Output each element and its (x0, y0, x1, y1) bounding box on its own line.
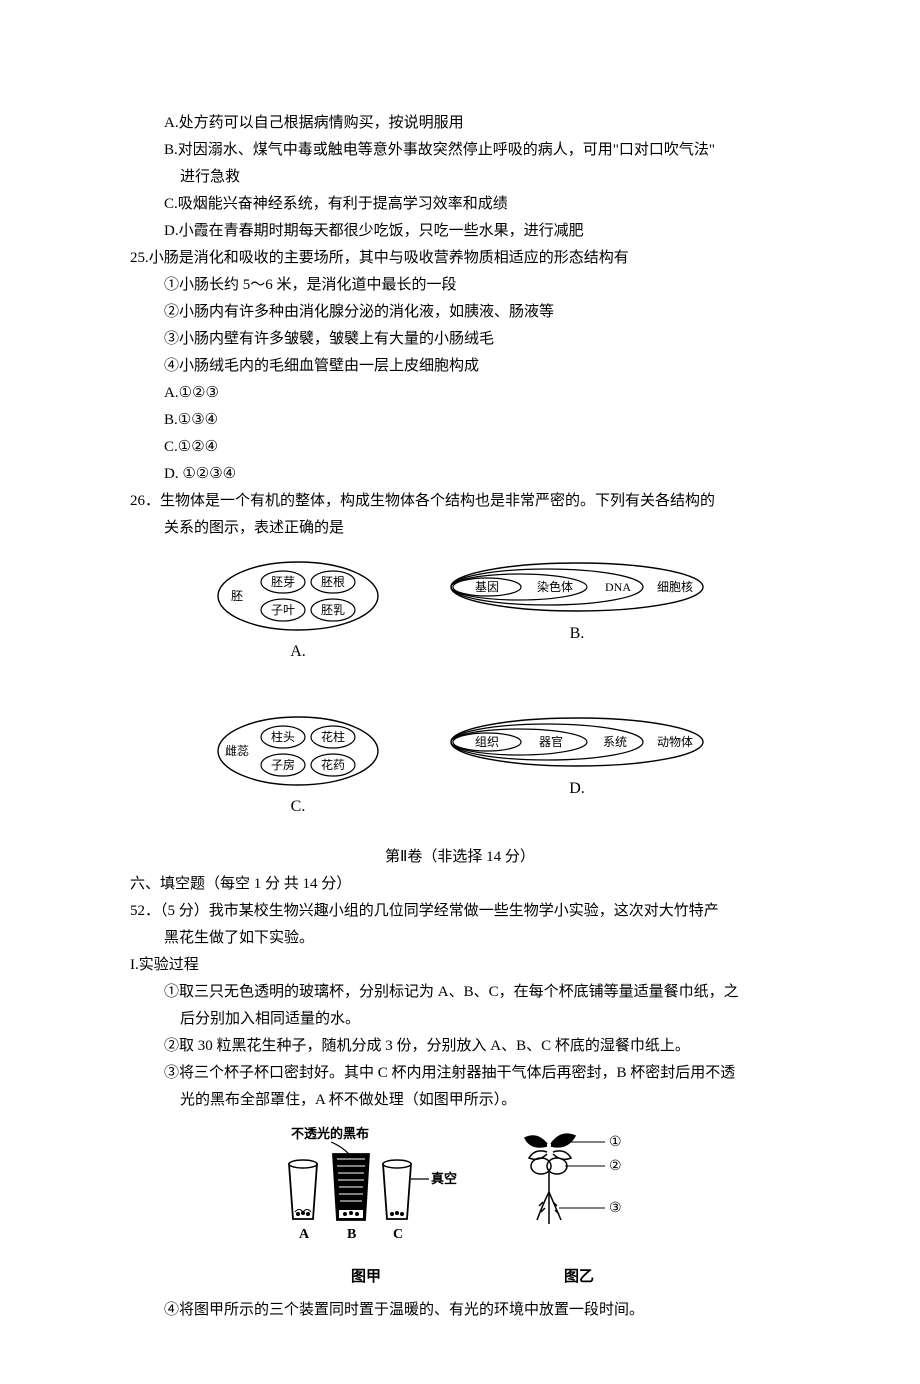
q25-stem: 25.小肠是消化和吸收的主要场所，其中与吸收营养物质相适应的形态结构有 (130, 245, 790, 272)
part2-title: 第Ⅱ卷（非选择 14 分） (130, 844, 790, 871)
q26-diagram-d: 组织 器官 系统 动物体 D. (447, 715, 707, 822)
diag-b-3: 细胞核 (657, 580, 693, 594)
figure-yi-caption: 图乙 (509, 1264, 649, 1291)
q24-option-d: D.小霞在青春期时期每天都很少吃饭，只吃一些水果，进行减肥 (130, 218, 790, 245)
q25-option-a: A.①②③ (130, 380, 790, 407)
figure-jia-caption: 图甲 (271, 1264, 461, 1291)
q26-stem: 26．生物体是一个有机的整体，构成生物体各个结构也是非常严密的。下列有关各结构的 (130, 488, 790, 515)
experiment-figure-block: 不透光的黑布 (130, 1114, 790, 1297)
diag-d-2: 系统 (603, 735, 627, 749)
seedling-num-3: ③ (609, 1201, 622, 1216)
cup-a (289, 1160, 317, 1219)
diag-b-1: 染色体 (537, 579, 573, 594)
diag-a-label: A. (213, 638, 383, 667)
q52-step3: ③将三个杯子杯口密封好。其中 C 杯内用注射器抽干气体后再密封，B 杯密封后用不… (130, 1060, 790, 1087)
q52-step3-cont: 光的黑布全部罩住，A 杯不做处理（如图甲所示）。 (130, 1087, 790, 1114)
q24-option-a: A.处方药可以自己根据病情购买，按说明服用 (130, 110, 790, 137)
q52-step1-cont: 后分别加入相同适量的水。 (130, 1006, 790, 1033)
q24-option-c: C.吸烟能兴奋神经系统，有利于提高学习效率和成绩 (130, 191, 790, 218)
q24-option-b-cont: 进行急救 (130, 164, 790, 191)
diag-b-2: DNA (605, 580, 631, 594)
diag-d-3: 动物体 (657, 735, 693, 749)
q25-item-4: ④小肠绒毛内的毛细血管壁由一层上皮细胞构成 (130, 353, 790, 380)
diag-a-outer: 胚 (231, 589, 243, 603)
diag-d-label: D. (447, 775, 707, 804)
cup-b (333, 1154, 369, 1220)
seedling-num-1: ① (609, 1135, 622, 1150)
diag-a-i2: 子叶 (271, 603, 295, 617)
figure-yi: ① ② ③ 图乙 (509, 1124, 649, 1291)
seedling-num-2: ② (609, 1159, 622, 1174)
q25-item-3: ③小肠内壁有许多皱襞，皱襞上有大量的小肠绒毛 (130, 326, 790, 353)
diag-c-i1: 花柱 (321, 729, 345, 744)
q25-option-c: C.①②④ (130, 434, 790, 461)
q25-option-d: D. ①②③④ (130, 461, 790, 488)
q52-stem: 52．（5 分）我市某校生物兴趣小组的几位同学经常做一些生物学小实验，这次对大竹… (130, 898, 790, 925)
q26-diagram-a: 胚 胚芽 胚根 子叶 胚乳 A. (213, 560, 383, 667)
q25-item-1: ①小肠长约 5～6 米，是消化道中最长的一段 (130, 272, 790, 299)
q26-diagram-b: 基因 染色体 DNA 细胞核 B. (447, 560, 707, 667)
diag-b-0: 基因 (475, 580, 499, 594)
q26-diagram-c: 雌蕊 柱头 花柱 子房 花药 C. (213, 715, 383, 822)
diag-a-i1: 胚根 (321, 575, 345, 589)
q25-option-b: B.①③④ (130, 407, 790, 434)
diag-b-label: B. (447, 620, 707, 649)
diag-c-label: C. (213, 793, 383, 822)
diag-d-1: 器官 (539, 734, 563, 749)
q52-step2: ②取 30 粒黑花生种子，随机分成 3 份，分别放入 A、B、C 杯底的湿餐巾纸… (130, 1033, 790, 1060)
cup-c (383, 1160, 411, 1219)
q52-step4: ④将图甲所示的三个装置同时置于温暖的、有光的环境中放置一段时间。 (130, 1297, 790, 1324)
q25-item-2: ②小肠内有许多种由消化腺分泌的消化液，如胰液、肠液等 (130, 299, 790, 326)
diag-c-i3: 花药 (321, 757, 345, 772)
cup-c-label: C (393, 1227, 403, 1242)
diag-c-outer: 雌蕊 (225, 743, 249, 758)
diag-c-i0: 柱头 (271, 729, 295, 744)
q26-diagram-block: 胚 胚芽 胚根 子叶 胚乳 A. 基因 染色体 DNA 细胞核 B. 雌蕊 (130, 542, 790, 832)
q52-part1-label: I.实验过程 (130, 952, 790, 979)
section6-heading: 六、填空题（每空 1 分 共 14 分） (130, 871, 790, 898)
q24-option-b: B.对因溺水、煤气中毒或触电等意外事故突然停止呼吸的病人，可用"口对口吹气法" (130, 137, 790, 164)
cup-b-label: B (347, 1227, 356, 1242)
diag-a-i0: 胚芽 (271, 575, 295, 589)
seedling-icon (525, 1134, 575, 1224)
q52-step1: ①取三只无色透明的玻璃杯，分别标记为 A、B、C，在每个杯底铺等量适量餐巾纸，之 (130, 979, 790, 1006)
q52-stem-cont: 黑花生做了如下实验。 (130, 925, 790, 952)
diag-d-0: 组织 (475, 735, 499, 749)
vacuum-label: 真空 (431, 1171, 457, 1186)
diag-c-i2: 子房 (271, 757, 295, 772)
q26-stem-cont: 关系的图示，表述正确的是 (130, 515, 790, 542)
diag-a-i3: 胚乳 (321, 603, 345, 617)
cup-a-label: A (299, 1227, 310, 1242)
cloth-label: 不透光的黑布 (291, 1126, 369, 1141)
figure-jia: 不透光的黑布 (271, 1124, 461, 1291)
